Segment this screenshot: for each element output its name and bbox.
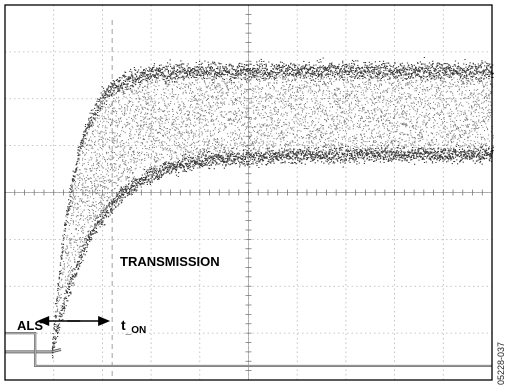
t-on-arrow-right-head <box>98 316 111 326</box>
als-trace-highlight <box>5 332 492 367</box>
plot-border <box>4 4 493 381</box>
transmission-noise-bands <box>51 56 494 359</box>
graticule <box>4 4 493 381</box>
trace-lines <box>5 332 492 368</box>
t-on-arrows <box>37 316 111 326</box>
t-on-subscript: _ON <box>125 325 147 336</box>
als-label: ALS <box>17 318 43 333</box>
transmission-label: TRANSMISSION <box>120 254 220 269</box>
t-on-label: t_ON <box>121 317 146 336</box>
t-on-main: t <box>121 317 126 333</box>
figure-id: 05228-037 <box>496 341 506 385</box>
t-on-arrow-left-head <box>37 316 50 326</box>
transmission-trace <box>5 56 494 359</box>
